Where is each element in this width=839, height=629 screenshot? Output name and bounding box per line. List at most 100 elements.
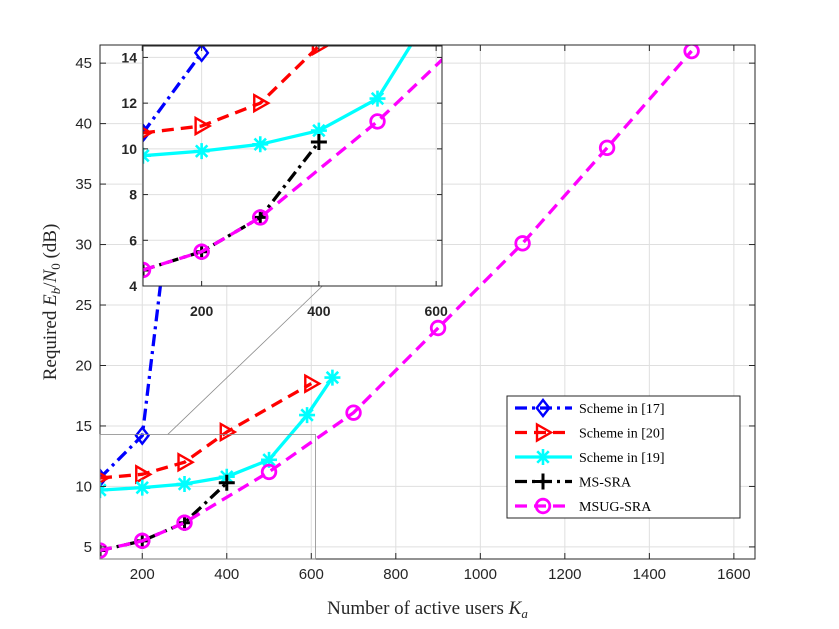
- x-axis-label: Number of active users Ka: [327, 598, 528, 621]
- y-tick-label: 35: [75, 176, 92, 193]
- inset-plot-area: [143, 46, 442, 286]
- y-tick-label: 20: [75, 357, 92, 374]
- inset-series-line: [143, 46, 413, 158]
- series-msug-sra: [100, 45, 700, 559]
- inset-data-point: [253, 93, 271, 114]
- data-point: [134, 479, 151, 496]
- data-point: [135, 464, 153, 485]
- inset-series-line: [143, 57, 442, 272]
- legend-marker: [534, 497, 552, 515]
- legend-marker: [535, 398, 551, 418]
- data-point: [304, 373, 322, 394]
- x-tick-label: 1600: [717, 566, 750, 583]
- x-tick-label: 1000: [464, 566, 497, 583]
- inset-data-point: [311, 46, 330, 57]
- data-point: [177, 452, 195, 473]
- legend-item: Scheme in [19]: [515, 449, 665, 466]
- inset-data-point: [488, 3, 502, 17]
- inset-y-tick-label: 8: [129, 187, 137, 203]
- zoom-connector-line: [167, 285, 323, 435]
- legend-label: Scheme in [17]: [579, 402, 665, 417]
- y-tick-label: 40: [75, 116, 92, 133]
- data-point: [176, 514, 193, 531]
- inset-series-msug-sra: [143, 3, 502, 279]
- inset-data-point: [422, 6, 438, 22]
- y-tick-label: 25: [75, 297, 92, 314]
- series-line: [100, 481, 228, 553]
- legend-marker: [535, 422, 554, 443]
- inset-data-point: [143, 261, 152, 279]
- data-point: [134, 532, 151, 550]
- data-point: [514, 235, 531, 252]
- data-point: [429, 319, 447, 337]
- inset-plot: 200 400 600 4 6 8 10 12 14: [121, 3, 502, 319]
- inset-data-point: [369, 90, 386, 107]
- inset-x-tick-label: 600: [424, 303, 448, 319]
- inset-axes-frame: [142, 45, 443, 287]
- inset-y-tick-label: 14: [121, 49, 137, 65]
- inset-data-point: [310, 122, 327, 139]
- data-point: [324, 369, 341, 386]
- inset-data-point: [194, 115, 213, 137]
- data-point: [598, 139, 616, 157]
- inset-data-point: [193, 243, 210, 260]
- data-point: [134, 425, 151, 446]
- inset-y-tick-label: 4: [129, 278, 137, 294]
- series-line: [100, 382, 313, 480]
- data-point: [176, 476, 193, 493]
- zoom-region-box: [99, 434, 316, 560]
- inset-x-tick-label: 400: [307, 303, 331, 319]
- inset-y-tick-label: 12: [121, 95, 137, 111]
- x-tick-label: 1200: [548, 566, 581, 583]
- inset-y-tick-label: 10: [121, 141, 137, 157]
- legend-item: MSUG-SRA: [515, 497, 652, 515]
- inset-data-point: [193, 46, 210, 63]
- data-point: [261, 451, 278, 468]
- legend-marker: [535, 449, 551, 465]
- data-point: [100, 542, 109, 559]
- inset-y-tick-label: 6: [129, 232, 137, 248]
- data-point: [176, 514, 193, 531]
- y-tick-label: 30: [75, 237, 92, 254]
- x-tick-label: 200: [130, 566, 155, 583]
- data-point: [683, 45, 700, 60]
- inset-data-point: [310, 134, 327, 150]
- y-tick-label: 45: [75, 55, 92, 72]
- legend-item: Scheme in [17]: [515, 398, 665, 418]
- x-tick-label: 1400: [633, 566, 666, 583]
- y-tick-label: 5: [84, 539, 92, 556]
- x-tick-label: 400: [214, 566, 239, 583]
- data-point: [260, 463, 278, 481]
- inset-data-point: [252, 209, 269, 226]
- inset-series-line: [143, 46, 321, 135]
- data-point: [299, 407, 316, 424]
- data-point: [219, 421, 238, 443]
- inset-series-scheme-in-19-: [143, 6, 438, 164]
- legend-label: Scheme in [19]: [579, 451, 665, 466]
- data-point: [218, 474, 235, 491]
- data-point: [345, 404, 362, 421]
- y-tick-label: 15: [75, 418, 92, 435]
- inset-data-point: [369, 113, 386, 130]
- legend-label: MSUG-SRA: [579, 500, 652, 515]
- y-tick-label: 10: [75, 478, 92, 495]
- inset-data-point: [252, 136, 269, 153]
- x-tick-label: 600: [299, 566, 324, 583]
- inset-x-tick-label: 200: [190, 303, 214, 319]
- inset-data-point: [193, 143, 210, 160]
- legend: Scheme in [17] Scheme in [20] Scheme in [1…: [506, 395, 741, 519]
- series-scheme-in-20-: [100, 373, 322, 485]
- inset-series-scheme-in-20-: [143, 46, 330, 139]
- axes-frame: [99, 44, 756, 560]
- x-tick-label: 800: [383, 566, 408, 583]
- legend-marker: [535, 473, 551, 490]
- inset-series-line: [143, 51, 203, 134]
- inset-data-point: [252, 209, 269, 226]
- legend-label: MS-SRA: [579, 476, 632, 491]
- zoom-region: [99, 285, 323, 560]
- legend-item: MS-SRA: [515, 473, 632, 491]
- legend-label: Scheme in [20]: [579, 427, 665, 442]
- series-line: [100, 49, 693, 553]
- legend-item: Scheme in [20]: [515, 422, 665, 443]
